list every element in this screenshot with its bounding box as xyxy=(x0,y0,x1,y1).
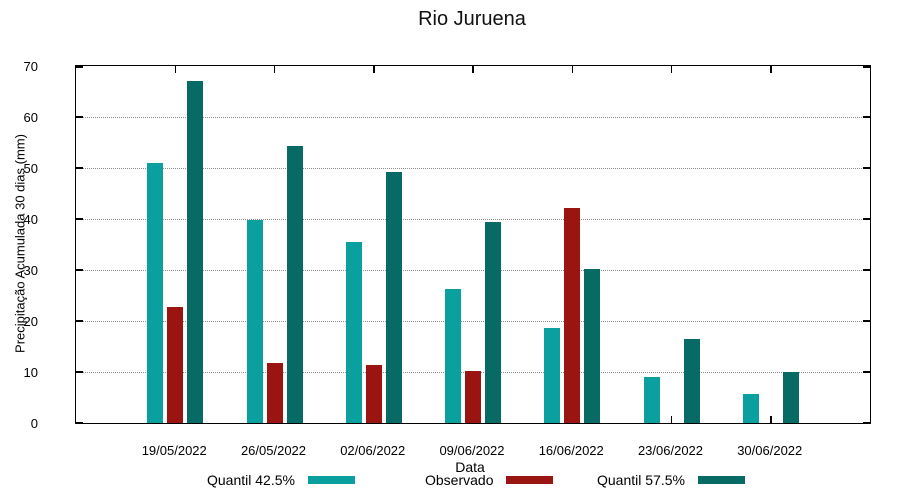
ytick-label-60: 60 xyxy=(23,109,38,125)
ytick-mark-30 xyxy=(76,269,83,271)
bar-observado-26-05-2022 xyxy=(266,363,283,423)
xtick-label-02-06-2022: 02/06/2022 xyxy=(340,443,406,458)
bar-observado-09-06-2022 xyxy=(465,370,481,423)
legend-swatch-quantil-42-5 xyxy=(307,476,355,484)
xtick-label-19-05-2022: 19/05/2022 xyxy=(141,443,207,458)
bar-quantil-57-5-02-06-2022 xyxy=(385,172,402,423)
legend-swatch-observado xyxy=(506,476,554,484)
ytick-mark-20 xyxy=(863,320,870,322)
xtick-label-23-06-2022: 23/06/2022 xyxy=(637,443,704,458)
xtick-mark-09-06-2022 xyxy=(472,66,474,73)
xtick-mark-02-06-2022 xyxy=(373,66,375,73)
ytick-mark-70 xyxy=(863,66,870,68)
xtick-label-09-06-2022: 09/06/2022 xyxy=(439,443,505,458)
legend-label-observado: Observado xyxy=(425,472,494,488)
bar-quantil-42-5-09-06-2022 xyxy=(445,288,461,423)
xtick-label-30-06-2022: 30/06/2022 xyxy=(737,443,803,458)
xtick-mark-26-05-2022 xyxy=(273,66,276,73)
xtick-mark-30-06-2022 xyxy=(770,416,772,423)
legend-label-quantil-42-5: Quantil 42.5% xyxy=(207,472,295,488)
bar-quantil-57-5-09-06-2022 xyxy=(485,222,501,423)
legend-item-observado: Observado xyxy=(425,472,554,488)
xtick-mark-23-06-2022 xyxy=(670,66,673,73)
xtick-mark-19-05-2022 xyxy=(174,66,176,73)
bar-observado-19-05-2022 xyxy=(167,306,184,423)
bar-quantil-42-5-02-06-2022 xyxy=(345,241,362,423)
gridline-40 xyxy=(76,219,870,220)
bar-quantil-42-5-23-06-2022 xyxy=(643,376,660,423)
ytick-mark-50 xyxy=(76,167,83,169)
chart-title: Rio Juruena xyxy=(418,8,526,30)
ytick-mark-50 xyxy=(863,167,870,169)
ytick-mark-10 xyxy=(76,371,83,373)
ytick-mark-30 xyxy=(863,269,870,271)
legend-label-quantil-57-5: Quantil 57.5% xyxy=(597,472,685,488)
xtick-label-16-06-2022: 16/06/2022 xyxy=(538,443,604,458)
ytick-label-30: 30 xyxy=(23,262,38,278)
legend-swatch-quantil-57-5 xyxy=(697,476,745,484)
ytick-mark-20 xyxy=(76,320,83,322)
y-axis-label: Precipitação Acumulada 30 dias (mm) xyxy=(12,134,28,353)
bar-quantil-42-5-30-06-2022 xyxy=(742,394,759,423)
bar-quantil-57-5-26-05-2022 xyxy=(286,145,303,423)
gridline-60 xyxy=(76,117,870,118)
ytick-mark-10 xyxy=(863,371,870,373)
xtick-label-26-05-2022: 26/05/2022 xyxy=(240,443,307,458)
ytick-mark-70 xyxy=(76,66,83,68)
ytick-mark-0 xyxy=(76,421,83,423)
gridline-30 xyxy=(76,270,870,271)
plot-area: 0 10 20 30 40 50 60 70 xyxy=(24,60,871,430)
bar-observado-02-06-2022 xyxy=(365,365,382,423)
ytick-mark-0 xyxy=(863,421,870,423)
ytick-label-70: 70 xyxy=(23,58,38,74)
bar-quantil-57-5-23-06-2022 xyxy=(683,338,700,423)
ytick-label-10: 10 xyxy=(23,364,38,380)
ytick-label-40: 40 xyxy=(23,211,38,227)
legend-item-quantil-57-5: Quantil 57.5% xyxy=(597,472,745,488)
bar-quantil-57-5-19-05-2022 xyxy=(187,81,204,423)
gridline-50 xyxy=(76,168,870,169)
bar-quantil-42-5-19-05-2022 xyxy=(147,162,164,423)
xtick-mark-16-06-2022 xyxy=(571,66,573,73)
xtick-mark-30-06-2022 xyxy=(770,66,772,73)
ytick-mark-60 xyxy=(76,116,83,118)
ytick-label-50: 50 xyxy=(23,160,38,176)
ytick-mark-60 xyxy=(863,116,870,118)
gridline-20 xyxy=(76,321,870,322)
ytick-label-0: 0 xyxy=(30,415,38,431)
xtick-mark-23-06-2022 xyxy=(670,416,673,423)
bar-observado-16-06-2022 xyxy=(564,208,581,423)
bar-quantil-42-5-26-05-2022 xyxy=(246,220,263,423)
ytick-mark-40 xyxy=(863,218,870,220)
ytick-label-20: 20 xyxy=(23,313,38,329)
bar-quantil-57-5-30-06-2022 xyxy=(782,371,799,423)
ytick-mark-40 xyxy=(76,218,83,220)
x-axis-label: Data xyxy=(455,459,485,475)
bar-quantil-57-5-16-06-2022 xyxy=(584,268,601,423)
legend-item-quantil-42-5: Quantil 42.5% xyxy=(207,472,355,488)
bar-quantil-42-5-16-06-2022 xyxy=(544,328,561,423)
